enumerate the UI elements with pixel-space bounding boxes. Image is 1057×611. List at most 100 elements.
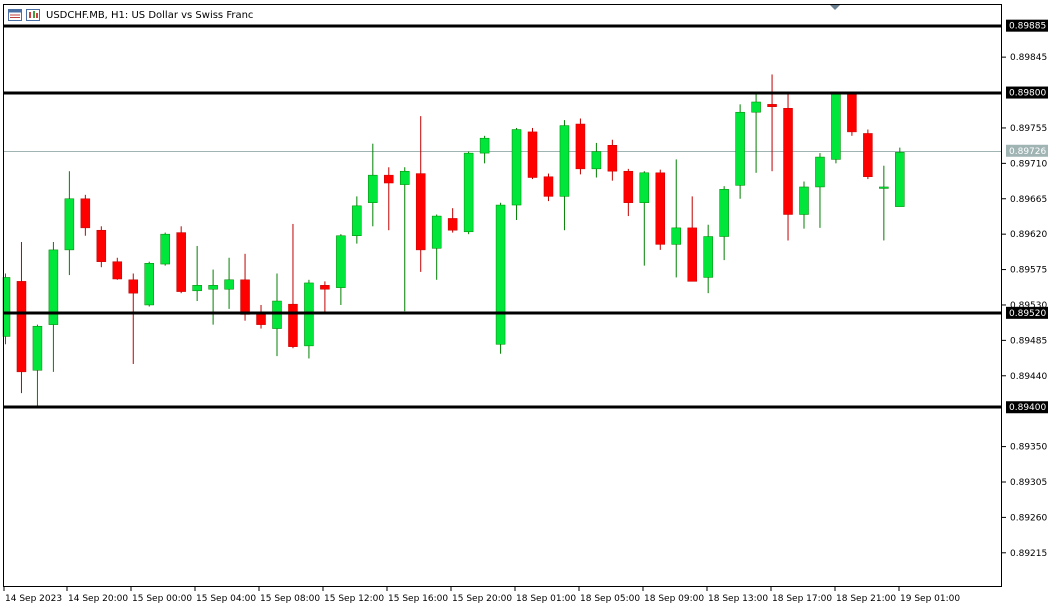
candle xyxy=(208,269,218,325)
level-price-tag xyxy=(1006,86,1048,99)
candle xyxy=(32,324,43,408)
candle xyxy=(847,92,857,136)
level-price-label: 0.89520 xyxy=(1009,309,1046,319)
price-tick-label: 0.89485 xyxy=(1010,336,1047,346)
time-tick-label: 15 Sep 16:00 xyxy=(388,594,448,604)
candle xyxy=(48,242,59,372)
bull-candle-body xyxy=(32,325,43,371)
candle xyxy=(463,151,474,235)
candle xyxy=(575,118,586,175)
candle xyxy=(863,129,873,180)
candle xyxy=(112,257,123,280)
candle xyxy=(767,74,777,172)
candle xyxy=(607,139,618,181)
bull-candle-body xyxy=(815,156,825,188)
price-tick-label: 0.89575 xyxy=(1010,266,1047,276)
level-price-label: 0.89800 xyxy=(1009,89,1046,99)
time-tick-label: 18 Sep 17:00 xyxy=(772,594,832,604)
candle xyxy=(559,120,570,231)
bull-candle-body xyxy=(160,233,170,265)
price-tick-label: 0.89350 xyxy=(1010,443,1047,453)
level-price-tag xyxy=(1006,19,1048,32)
bear-candle-body xyxy=(783,108,793,215)
bear-candle-body xyxy=(384,174,394,184)
bull-candle-body xyxy=(591,151,602,170)
time-tick-label: 19 Sep 01:00 xyxy=(900,594,960,604)
time-tick-label: 15 Sep 20:00 xyxy=(452,594,512,604)
candle xyxy=(80,194,91,236)
candle xyxy=(703,224,713,294)
chart-title: USDCHF.MB, H1: US Dollar vs Swiss Franc xyxy=(46,9,254,21)
bear-candle-body xyxy=(847,93,857,133)
candle xyxy=(751,92,761,173)
candle xyxy=(415,116,426,272)
price-axis[interactable]: 0.89845 0.89755 0.89710 0.89665 0.89620 0.895… xyxy=(1002,19,1048,559)
bull-candle-body xyxy=(639,172,650,203)
candle xyxy=(655,169,666,250)
bull-candle-body xyxy=(400,170,410,185)
price-tick-label: 0.89710 xyxy=(1010,159,1047,169)
time-tick-label: 14 Sep 2023 xyxy=(5,594,62,604)
bull-candle-body xyxy=(479,137,490,154)
candle xyxy=(719,186,729,261)
candle xyxy=(160,232,170,266)
level-price-label: 0.89400 xyxy=(1009,403,1046,413)
bear-candle-body xyxy=(80,198,91,229)
candles-layer xyxy=(2,74,905,408)
candle xyxy=(879,165,889,241)
candle xyxy=(288,223,298,349)
bull-candle-body xyxy=(431,215,442,249)
bull-candle-body xyxy=(368,174,378,203)
time-axis[interactable]: 14 Sep 2023 14 Sep 20:00 15 Sep 00:00 15 Se… xyxy=(3,587,960,604)
bear-candle-body xyxy=(575,123,586,170)
candle xyxy=(320,281,330,313)
chart-shift-marker[interactable] xyxy=(830,5,840,10)
time-tick-label: 15 Sep 12:00 xyxy=(324,594,384,604)
candle xyxy=(384,167,394,231)
time-tick-label: 15 Sep 08:00 xyxy=(260,594,320,604)
chart-properties-icon[interactable] xyxy=(26,9,40,21)
bull-candle-body xyxy=(879,186,889,189)
bear-candle-body xyxy=(767,104,777,107)
bid-price-tag xyxy=(1006,144,1048,157)
candle xyxy=(336,234,346,305)
time-tick-label: 18 Sep 09:00 xyxy=(644,594,704,604)
bull-candle-body xyxy=(735,111,745,186)
level-price-tag xyxy=(1006,401,1048,414)
bear-candle-body xyxy=(863,133,873,177)
bull-candle-body xyxy=(511,129,522,206)
candle xyxy=(16,242,27,394)
bear-candle-body xyxy=(16,281,27,373)
candle xyxy=(479,135,490,164)
candle xyxy=(431,214,442,280)
bear-candle-body xyxy=(655,172,666,245)
time-tick-label: 18 Sep 21:00 xyxy=(836,594,896,604)
time-tick-label: 18 Sep 01:00 xyxy=(516,594,576,604)
candle xyxy=(447,208,458,233)
level-price-label: 0.89885 xyxy=(1009,22,1046,32)
bull-candle-body xyxy=(719,189,729,237)
price-tick-label: 0.89305 xyxy=(1010,478,1047,488)
price-tick-label: 0.89440 xyxy=(1010,372,1047,382)
bear-candle-body xyxy=(320,285,330,290)
bull-candle-body xyxy=(2,277,11,337)
candle xyxy=(240,253,250,321)
candle xyxy=(623,168,634,217)
candle xyxy=(304,279,314,359)
candle xyxy=(687,196,697,282)
bull-candle-body xyxy=(208,285,218,290)
bull-candle-body xyxy=(336,235,346,288)
chart-window-icon[interactable] xyxy=(8,9,22,21)
bull-candle-body xyxy=(799,186,809,215)
time-tick-label: 15 Sep 00:00 xyxy=(132,594,192,604)
candle xyxy=(527,127,538,180)
time-tick-label: 18 Sep 13:00 xyxy=(708,594,768,604)
price-tick-label: 0.89530 xyxy=(1010,301,1047,311)
time-tick-label: 18 Sep 05:00 xyxy=(580,594,640,604)
time-tick-label: 15 Sep 04:00 xyxy=(196,594,256,604)
bull-candle-body xyxy=(272,300,282,329)
bull-candle-body xyxy=(144,263,154,306)
bull-candle-body xyxy=(64,198,75,251)
